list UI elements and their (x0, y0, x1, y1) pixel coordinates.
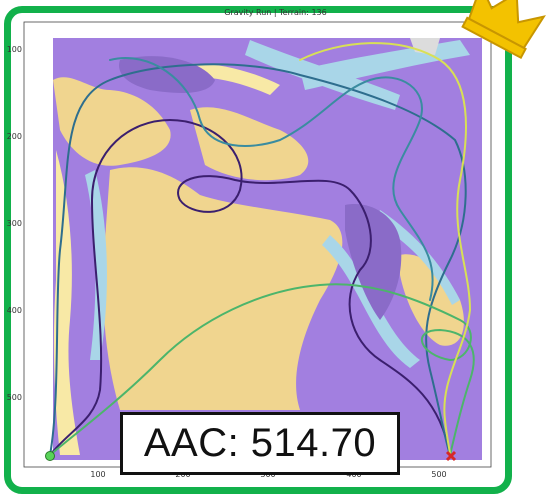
trajectory-dark (49, 118, 451, 456)
score-text: AAC: 514.70 (143, 421, 377, 465)
trajectory-yellow (299, 42, 472, 456)
y-tick-100: 100 (7, 45, 22, 54)
y-tick-500: 500 (7, 393, 22, 402)
end-x-icon (445, 450, 457, 462)
x-tick-100: 100 (90, 470, 105, 479)
y-tick-400: 400 (7, 306, 22, 315)
trajectory-teal (49, 63, 467, 456)
trajectories (49, 42, 475, 456)
trajectory-blue (109, 57, 434, 301)
y-tick-200: 200 (7, 132, 22, 141)
terrain-sand-mid (190, 107, 309, 181)
trajectory-green (49, 283, 475, 456)
terrain-sand-top-left (53, 77, 171, 166)
start-point-icon (45, 451, 55, 461)
y-tick-300: 300 (7, 219, 22, 228)
terrain-sand-center (103, 167, 343, 410)
terrain-pale-band-left (53, 150, 80, 455)
score-box: AAC: 514.70 (120, 412, 400, 475)
crown-icon (461, 0, 546, 60)
x-tick-500: 500 (431, 470, 446, 479)
terrain-patch (410, 38, 440, 55)
